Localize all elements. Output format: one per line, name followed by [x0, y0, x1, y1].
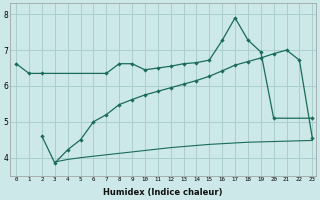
X-axis label: Humidex (Indice chaleur): Humidex (Indice chaleur) [103, 188, 223, 197]
